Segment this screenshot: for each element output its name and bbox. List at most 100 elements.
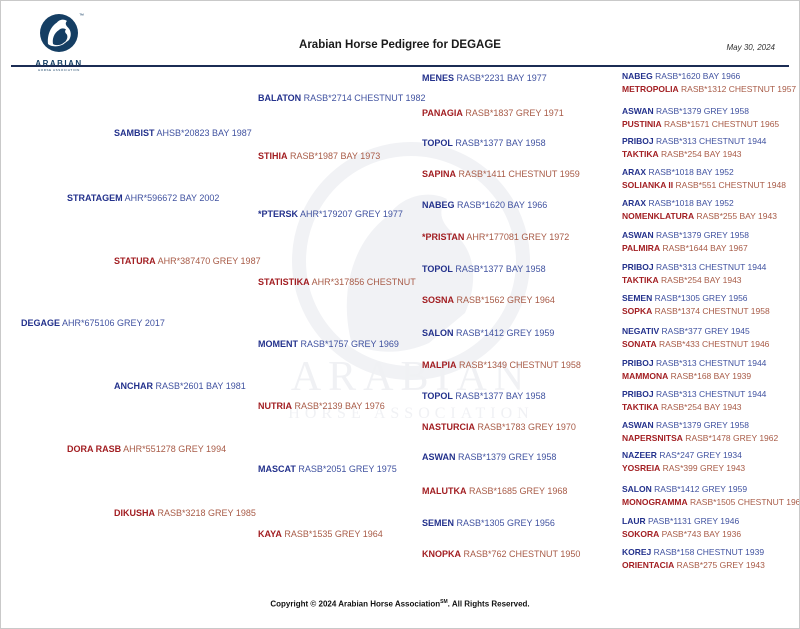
pedigree-node-semen: SEMEN RASB*1305 GREY 1956 (622, 293, 748, 303)
horse-name: NABEG (622, 71, 653, 81)
horse-registration: RASB*377 GREY 1945 (659, 326, 750, 336)
horse-name: STIHIA (258, 151, 288, 161)
pedigree-node-solianka-ii: SOLIANKA II RASB*551 CHESTNUT 1948 (622, 180, 786, 190)
horse-registration: RASB*313 CHESTNUT 1944 (653, 358, 767, 368)
pedigree-node-stihia: STIHIA RASB*1987 BAY 1973 (258, 151, 380, 161)
horse-registration: RASB*2231 BAY 1977 (454, 73, 547, 83)
horse-name: KAYA (258, 529, 282, 539)
pedigree-node-degage: DEGAGE AHR*675106 GREY 2017 (21, 318, 165, 328)
horse-registration: PASB*1131 GREY 1946 (645, 516, 740, 526)
pedigree-node-nasturcia: NASTURCIA RASB*1783 GREY 1970 (422, 422, 576, 432)
horse-registration: RAS*399 GREY 1943 (660, 463, 746, 473)
horse-name: SALON (422, 328, 454, 338)
horse-name: STATISTIKA (258, 277, 310, 287)
pedigree-node-priboj: PRIBOJ RASB*313 CHESTNUT 1944 (622, 262, 766, 272)
pedigree-node-dikusha: DIKUSHA RASB*3218 GREY 1985 (114, 508, 256, 518)
horse-registration: RASB*313 CHESTNUT 1944 (653, 262, 767, 272)
page-title: Arabian Horse Pedigree for DEGAGE (299, 39, 501, 51)
horse-registration: RASB*1412 GREY 1959 (651, 484, 748, 494)
horse-registration: RASB*1620 BAY 1966 (454, 200, 548, 210)
pedigree-node-aswan: ASWAN RASB*1379 GREY 1958 (622, 106, 749, 116)
horse-name: LAUR (622, 516, 646, 526)
horse-registration: RASB*1377 BAY 1958 (452, 264, 546, 274)
pedigree-node-pustinia: PUSTINIA RASB*1571 CHESTNUT 1965 (622, 119, 779, 129)
horse-name: ASWAN (622, 230, 654, 240)
horse-name: TAKTIKA (622, 402, 659, 412)
horse-name: TOPOL (422, 138, 453, 148)
horse-registration: RASB*1571 CHESTNUT 1965 (661, 119, 780, 129)
horse-registration: RASB*1411 CHESTNUT 1959 (456, 169, 580, 179)
pedigree-node-dora-rasb: DORA RASB AHR*551278 GREY 1994 (67, 444, 226, 454)
pedigree-node-mascat: MASCAT RASB*2051 GREY 1975 (258, 464, 397, 474)
pedigree-node-nutria: NUTRIA RASB*2139 BAY 1976 (258, 401, 385, 411)
horse-name: PRIBOJ (622, 262, 654, 272)
horse-registration: RASB*1377 BAY 1958 (452, 138, 546, 148)
horse-registration: RASB*1505 CHESTNUT 1963 (687, 497, 800, 507)
report-date: May 30, 2024 (726, 43, 775, 52)
horse-name: YOSREIA (622, 463, 661, 473)
horse-registration: RASB*1535 GREY 1964 (281, 529, 383, 539)
horse-name: TAKTIKA (622, 275, 659, 285)
horse-name: MALPIA (422, 360, 457, 370)
horse-registration: RASB*2714 CHESTNUT 1982 (301, 93, 426, 103)
horse-name: MOMENT (258, 339, 298, 349)
pedigree-node-priboj: PRIBOJ RASB*313 CHESTNUT 1944 (622, 358, 766, 368)
pedigree-node-malutka: MALUTKA RASB*1685 GREY 1968 (422, 486, 567, 496)
pedigree-node-orientacia: ORIENTACIA RASB*275 GREY 1943 (622, 560, 765, 570)
horse-name: ANCHAR (114, 381, 153, 391)
horse-registration: RASB*168 BAY 1939 (668, 371, 752, 381)
horse-registration: RASB*275 GREY 1943 (674, 560, 765, 570)
horse-name: ORIENTACIA (622, 560, 675, 570)
pedigree-node-negativ: NEGATIV RASB*377 GREY 1945 (622, 326, 750, 336)
pedigree-node-sopka: SOPKA RASB*1374 CHESTNUT 1958 (622, 306, 770, 316)
horse-registration: RASB*255 BAY 1943 (694, 211, 777, 221)
horse-name: NABEG (422, 200, 455, 210)
horse-registration: RASB*254 BAY 1943 (658, 149, 742, 159)
horse-name: NUTRIA (258, 401, 292, 411)
rights-text: . All Rights Reserved. (447, 599, 530, 609)
horse-registration: RASB*1412 GREY 1959 (453, 328, 555, 338)
pedigree-node-moment: MOMENT RASB*1757 GREY 1969 (258, 339, 399, 349)
trademark-symbol: ™ (79, 13, 84, 19)
horse-registration: AHR*317856 CHESTNUT (309, 277, 416, 287)
horse-registration: RASB*1379 GREY 1958 (653, 230, 749, 240)
pedigree-node-statura: STATURA AHR*387470 GREY 1987 (114, 256, 261, 266)
horse-registration: RASB*2601 BAY 1981 (153, 381, 246, 391)
pedigree-node-nazeer: NAZEER RAS*247 GREY 1934 (622, 450, 742, 460)
horse-name: TAKTIKA (622, 149, 659, 159)
horse-name: NEGATIV (622, 326, 660, 336)
horse-registration: RASB*313 CHESTNUT 1944 (653, 389, 767, 399)
horse-name: MALUTKA (422, 486, 467, 496)
pedigree-node-taktika: TAKTIKA RASB*254 BAY 1943 (622, 275, 742, 285)
horse-name: *PTERSK (258, 209, 299, 219)
horse-name: PALMIRA (622, 243, 661, 253)
horse-registration: AHR*179207 GREY 1977 (298, 209, 403, 219)
pedigree-node-priboj: PRIBOJ RASB*313 CHESTNUT 1944 (622, 136, 766, 146)
horse-name: MASCAT (258, 464, 296, 474)
horse-name: ASWAN (422, 452, 456, 462)
horse-registration: RASB*158 CHESTNUT 1939 (651, 547, 765, 557)
horse-name: PANAGIA (422, 108, 463, 118)
pedigree-node-monogramma: MONOGRAMMA RASB*1505 CHESTNUT 1963 (622, 497, 800, 507)
horse-name: STRATAGEM (67, 193, 123, 203)
horse-name: MAMMONA (622, 371, 669, 381)
horse-name: STATURA (114, 256, 156, 266)
pedigree-node-salon: SALON RASB*1412 GREY 1959 (422, 328, 554, 338)
horse-name: NAPERSNITSA (622, 433, 683, 443)
pedigree-node--pristan: *PRISTAN AHR*177081 GREY 1972 (422, 232, 569, 242)
pedigree-node-menes: MENES RASB*2231 BAY 1977 (422, 73, 547, 83)
horse-name: DIKUSHA (114, 508, 156, 518)
pedigree-node-taktika: TAKTIKA RASB*254 BAY 1943 (622, 402, 742, 412)
horse-registration: RASB*433 CHESTNUT 1946 (656, 339, 770, 349)
horse-registration: RASB*1349 CHESTNUT 1958 (456, 360, 581, 370)
horse-name: SEMEN (422, 518, 455, 528)
pedigree-node-mammona: MAMMONA RASB*168 BAY 1939 (622, 371, 751, 381)
horse-name: MONOGRAMMA (622, 497, 688, 507)
horse-registration: RASB*762 CHESTNUT 1950 (461, 549, 581, 559)
pedigree-node-nomenklatura: NOMENKLATURA RASB*255 BAY 1943 (622, 211, 777, 221)
pedigree-node-kaya: KAYA RASB*1535 GREY 1964 (258, 529, 383, 539)
horse-name: SAPINA (422, 169, 457, 179)
pedigree-node-panagia: PANAGIA RASB*1837 GREY 1971 (422, 108, 564, 118)
pedigree-node-semen: SEMEN RASB*1305 GREY 1956 (422, 518, 555, 528)
